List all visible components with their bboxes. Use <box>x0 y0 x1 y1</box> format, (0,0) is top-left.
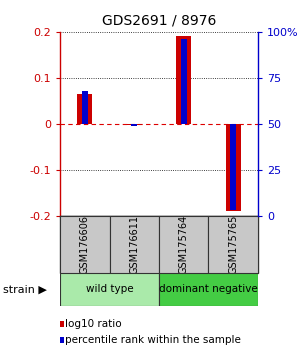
Bar <box>60 216 110 273</box>
Text: GSM175764: GSM175764 <box>179 215 189 274</box>
Bar <box>181 39 187 124</box>
Bar <box>230 124 236 210</box>
Bar <box>159 273 258 306</box>
Bar <box>208 216 258 273</box>
Bar <box>226 124 241 211</box>
Bar <box>131 124 137 126</box>
Text: percentile rank within the sample: percentile rank within the sample <box>65 335 241 345</box>
Text: strain ▶: strain ▶ <box>3 284 47 295</box>
Text: dominant negative: dominant negative <box>159 284 258 295</box>
Bar <box>77 94 92 124</box>
Text: log10 ratio: log10 ratio <box>65 319 122 329</box>
Bar <box>176 36 191 124</box>
Text: wild type: wild type <box>86 284 133 295</box>
Bar <box>82 91 88 124</box>
Text: GSM175765: GSM175765 <box>228 215 238 274</box>
Bar <box>110 216 159 273</box>
Text: GSM176606: GSM176606 <box>80 215 90 274</box>
Text: GSM176611: GSM176611 <box>129 215 139 274</box>
Bar <box>127 124 142 125</box>
Bar <box>60 273 159 306</box>
Title: GDS2691 / 8976: GDS2691 / 8976 <box>102 14 216 28</box>
Bar <box>159 216 208 273</box>
